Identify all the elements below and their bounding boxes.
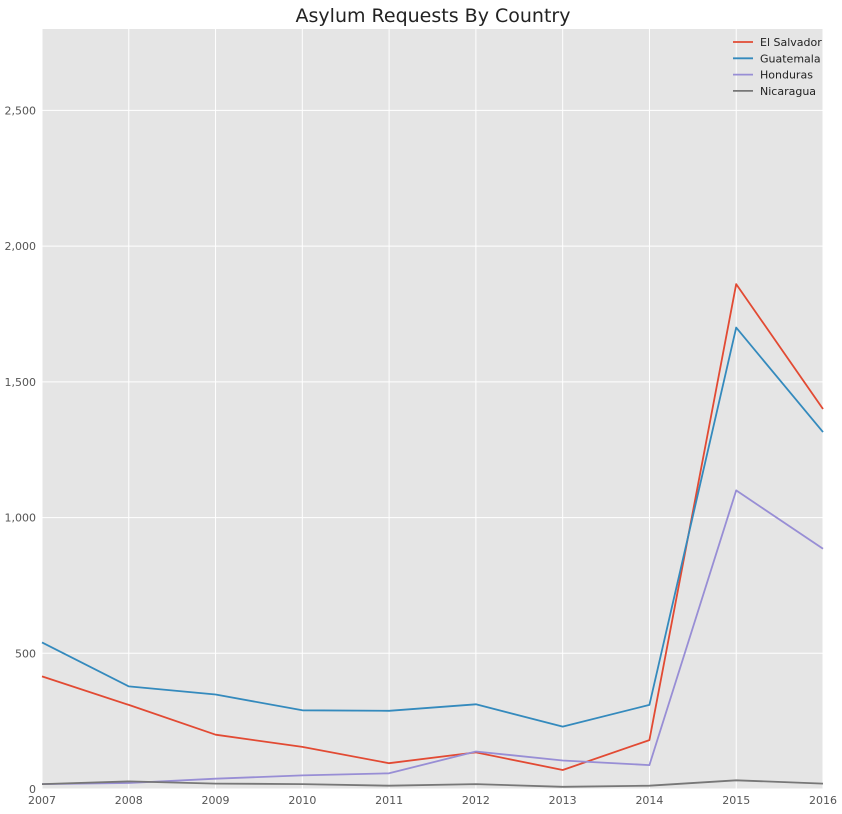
y-tick-label: 2,500 — [5, 104, 37, 117]
chart-title: Asylum Requests By Country — [296, 5, 571, 27]
y-tick-label: 1,500 — [5, 376, 37, 389]
x-axis-ticks: 2007 2008 2009 2010 2011 2012 2013 2014 2015 2016 — [28, 794, 837, 807]
legend: El Salvador Guatemala Honduras Nicaragua — [733, 36, 822, 98]
y-tick-label: 0 — [29, 783, 36, 796]
legend-label: El Salvador — [760, 36, 822, 49]
legend-label: Honduras — [760, 69, 813, 82]
x-tick-label: 2007 — [28, 794, 56, 807]
plot-area — [42, 29, 823, 789]
series-lines — [41, 283, 824, 788]
y-tick-label: 2,000 — [5, 240, 37, 253]
series-line-honduras — [41, 489, 824, 785]
legend-label: Guatemala — [760, 52, 821, 65]
x-tick-label: 2014 — [635, 794, 663, 807]
x-tick-label: 2011 — [375, 794, 403, 807]
series-line-el-salvador — [41, 283, 824, 771]
series-line-nicaragua — [41, 779, 824, 788]
y-tick-label: 1,000 — [5, 512, 37, 525]
x-tick-label: 2015 — [722, 794, 750, 807]
x-tick-label: 2009 — [202, 794, 230, 807]
x-tick-label: 2012 — [462, 794, 490, 807]
x-tick-label: 2010 — [288, 794, 316, 807]
x-tick-label: 2016 — [809, 794, 837, 807]
legend-label: Nicaragua — [760, 85, 816, 98]
y-axis-ticks: 0 500 1,000 1,500 2,000 2,500 — [5, 104, 37, 796]
x-tick-label: 2008 — [115, 794, 143, 807]
series-line-guatemala — [41, 326, 824, 728]
x-tick-label: 2013 — [549, 794, 577, 807]
y-tick-label: 500 — [15, 647, 36, 660]
